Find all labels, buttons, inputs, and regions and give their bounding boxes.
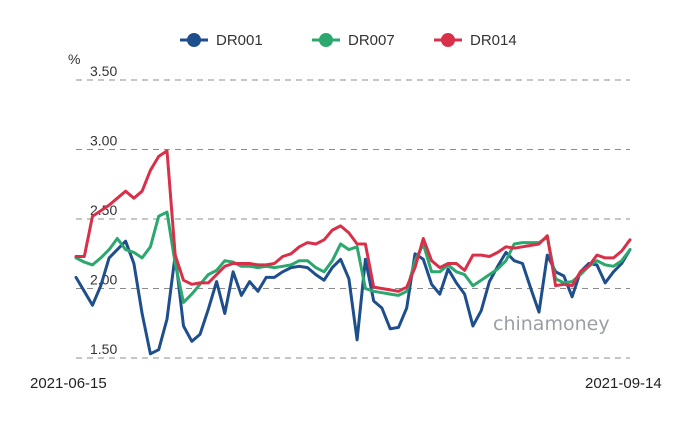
chinamoney-watermark: chinamoney [493,313,610,335]
x-axis-start-date: 2021-06-15 [30,375,107,392]
legend-label: DR014 [470,32,517,49]
x-axis-end-date: 2021-09-14 [585,375,662,392]
series-line-dr007 [74,210,632,304]
legend-item-dr001[interactable]: DR001 [180,32,263,49]
legend-item-dr014[interactable]: DR014 [434,32,517,49]
chart-legend[interactable]: DR001 DR007 DR014 [180,32,517,49]
y-tick-label: 3.50 [90,63,117,79]
series-lines [74,149,632,356]
y-tick-label: 3.00 [90,133,117,149]
y-axis-unit-label: % [68,51,80,67]
series-line-dr001 [74,239,632,356]
legend-label: DR001 [216,32,263,49]
legend-marker [187,33,201,47]
legend-item-dr007[interactable]: DR007 [312,32,395,49]
legend-marker [441,33,455,47]
series-line-dr014 [74,149,632,293]
legend-marker [319,33,333,47]
legend-label: DR007 [348,32,395,49]
y-tick-label: 1.50 [90,341,117,357]
